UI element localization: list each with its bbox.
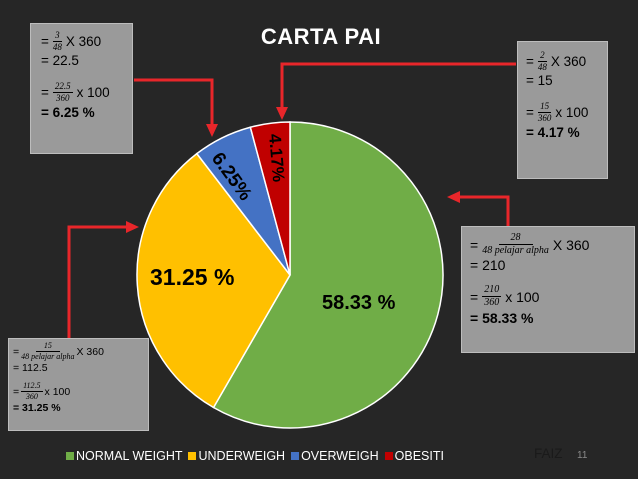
fraction-denominator: 48 (537, 62, 547, 72)
data-label-underweight: 31.25 % (150, 264, 235, 290)
equals-sign: = (41, 85, 49, 100)
multiplier: X 360 (550, 54, 587, 69)
callout-arrowhead-overweight (206, 124, 218, 137)
legend-swatch (188, 452, 197, 460)
legend-item-overweight: OVERWEIGH (291, 449, 379, 463)
author-name: FAIZ (534, 446, 563, 461)
pie-slice-underweight (136, 152, 291, 409)
callout-overweight: = 3 48 X 360 = 22.5 = 22.5 360 x 100 = 6.2… (30, 23, 133, 154)
callout-normal-weight: = 28 48 pelajar alpha X 360 = 210 = 210 36… (461, 226, 635, 353)
percent-result: = 31.25 % (13, 402, 61, 414)
equals-sign: = (526, 105, 534, 120)
fraction-numerator: 22.5 (52, 81, 73, 93)
equals-sign: = (470, 236, 479, 253)
fraction-denominator: 360 (484, 297, 500, 308)
pie-slice-normal-weight (212, 121, 444, 429)
fraction-numerator: 210 (482, 284, 502, 297)
callout-arrow-underweight (67, 225, 128, 340)
legend-label: OBESITI (394, 449, 444, 463)
fraction-numerator: 112.5 (21, 381, 43, 392)
fraction-numerator: 2 (538, 50, 547, 62)
fraction-denominator: 48 pelajar alpha (482, 245, 549, 256)
fraction: 15 360 (538, 102, 552, 123)
data-label-normal-weight: 58.33 % (322, 292, 396, 314)
percent-formula-row: = 15 360 x 100 (526, 102, 607, 123)
percent-formula-row: = 210 360 x 100 (470, 285, 634, 308)
fraction: 28 48 pelajar alpha (482, 233, 549, 256)
callout-arrowhead-normal-weight (447, 191, 460, 203)
fraction: 2 48 (538, 51, 547, 72)
legend-label: OVERWEIGH (301, 449, 379, 463)
callout-arrow-overweight (134, 78, 214, 126)
equals-sign: = (470, 288, 479, 305)
fraction-denominator: 48 (52, 42, 62, 52)
percent-result: = 6.25 % (41, 105, 95, 120)
percent-formula-row: = 112.5 360 x 100 (13, 382, 148, 401)
legend-label: NORMAL WEIGHT (76, 449, 183, 463)
fraction-numerator: 28 (498, 233, 533, 245)
fraction: 22.5 360 (52, 81, 73, 103)
callout-arrowhead-obesiti (276, 107, 288, 120)
pie-slice-obesiti (249, 121, 291, 276)
legend-swatch (384, 452, 393, 460)
equals-sign: = (41, 34, 49, 49)
legend-swatch (291, 452, 300, 460)
data-label-obesiti: 4.17% (265, 133, 289, 183)
percent-result: = 58.33 % (470, 310, 534, 326)
percent-result: = 4.17 % (526, 125, 580, 140)
result-row: = 15 (526, 73, 553, 88)
fraction-numerator: 3 (53, 30, 62, 42)
fraction-numerator: 15 (538, 101, 552, 113)
fraction: 3 48 (53, 31, 62, 52)
equals-sign: = (13, 345, 20, 358)
fraction-denominator: 360 (537, 113, 552, 123)
multiplier: x 100 (44, 385, 71, 398)
legend-item-obesiti: OBESITI (384, 449, 444, 463)
chart-title: CARTA PAI (260, 24, 382, 49)
formula-row: = 3 48 X 360 (41, 31, 132, 52)
multiplier: x 100 (505, 288, 540, 305)
equals-sign: = (13, 385, 20, 398)
callout-underweight: = 15 48 pelajar alpha X 360 = 112.5 = 112… (8, 338, 149, 431)
fraction-numerator: 15 (35, 342, 60, 352)
fraction-denominator: 360 (56, 93, 70, 103)
formula-row: = 15 48 pelajar alpha X 360 (13, 342, 148, 361)
equals-sign: = (526, 54, 534, 69)
result-row: = 22.5 (41, 53, 79, 68)
multiplier: x 100 (76, 85, 110, 100)
legend-item-underweight: UNDERWEIGH (188, 449, 285, 463)
legend-label: UNDERWEIGH (198, 449, 286, 463)
fraction-denominator: 48 pelajar alpha (21, 352, 75, 361)
multiplier: X 360 (76, 345, 104, 358)
multiplier: X 360 (65, 34, 102, 49)
chart-legend: NORMAL WEIGHT UNDERWEIGH OVERWEIGH OBESI… (66, 449, 450, 463)
fraction: 210 360 (482, 284, 502, 308)
callout-arrowhead-underweight (126, 221, 139, 233)
multiplier: X 360 (552, 236, 590, 253)
fraction: 15 48 pelajar alpha (21, 342, 74, 361)
callout-obesiti: = 2 48 X 360 = 15 = 15 360 x 100 = 4.17 % (517, 41, 608, 179)
fraction-denominator: 360 (25, 392, 38, 401)
fraction: 112.5 360 (21, 381, 43, 401)
formula-row: = 2 48 X 360 (526, 51, 607, 72)
multiplier: x 100 (555, 105, 589, 120)
formula-row: = 28 48 pelajar alpha X 360 (470, 233, 634, 256)
legend-swatch (66, 452, 74, 460)
percent-formula-row: = 22.5 360 x 100 (41, 82, 132, 103)
callout-arrow-normal-weight (458, 195, 510, 227)
callout-arrow-obesiti (280, 62, 516, 109)
page-number: 11 (577, 450, 588, 461)
result-row: = 210 (470, 257, 506, 273)
legend-item-normal-weight: NORMAL WEIGHT (66, 449, 182, 463)
result-row: = 112.5 (13, 362, 48, 374)
